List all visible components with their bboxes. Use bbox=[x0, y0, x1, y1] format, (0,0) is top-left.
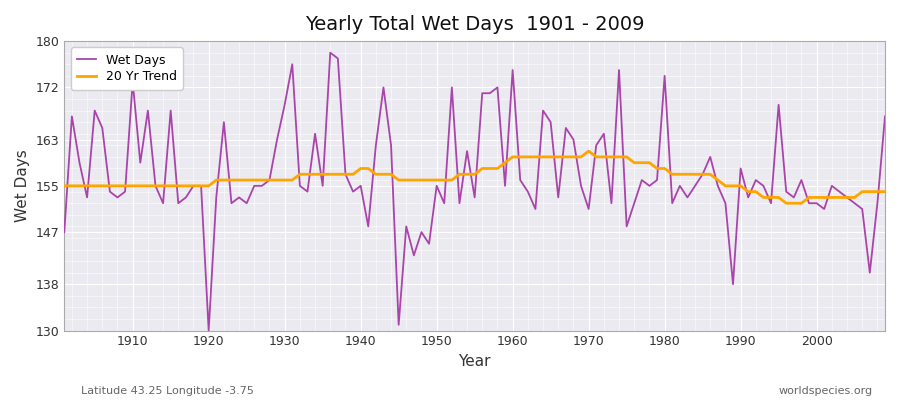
Wet Days bbox=[58, 230, 69, 234]
20 Yr Trend bbox=[58, 184, 69, 188]
20 Yr Trend bbox=[287, 178, 298, 182]
Wet Days bbox=[347, 189, 358, 194]
20 Yr Trend bbox=[500, 160, 510, 165]
Title: Yearly Total Wet Days  1901 - 2009: Yearly Total Wet Days 1901 - 2009 bbox=[305, 15, 644, 34]
Line: 20 Yr Trend: 20 Yr Trend bbox=[64, 151, 885, 203]
Wet Days bbox=[325, 50, 336, 55]
20 Yr Trend bbox=[332, 172, 343, 177]
Wet Days bbox=[294, 184, 305, 188]
Wet Days bbox=[614, 68, 625, 72]
Legend: Wet Days, 20 Yr Trend: Wet Days, 20 Yr Trend bbox=[70, 47, 183, 90]
Wet Days bbox=[522, 189, 533, 194]
20 Yr Trend bbox=[606, 154, 616, 159]
20 Yr Trend bbox=[879, 189, 890, 194]
Line: Wet Days: Wet Days bbox=[64, 53, 885, 330]
Wet Days bbox=[203, 328, 214, 333]
Wet Days bbox=[120, 189, 130, 194]
X-axis label: Year: Year bbox=[458, 354, 491, 369]
Text: worldspecies.org: worldspecies.org bbox=[778, 386, 873, 396]
Wet Days bbox=[879, 114, 890, 119]
20 Yr Trend bbox=[120, 184, 130, 188]
Y-axis label: Wet Days: Wet Days bbox=[15, 150, 30, 222]
Wet Days bbox=[515, 178, 526, 182]
20 Yr Trend bbox=[583, 149, 594, 154]
20 Yr Trend bbox=[508, 154, 518, 159]
20 Yr Trend bbox=[781, 201, 792, 206]
Text: Latitude 43.25 Longitude -3.75: Latitude 43.25 Longitude -3.75 bbox=[81, 386, 254, 396]
